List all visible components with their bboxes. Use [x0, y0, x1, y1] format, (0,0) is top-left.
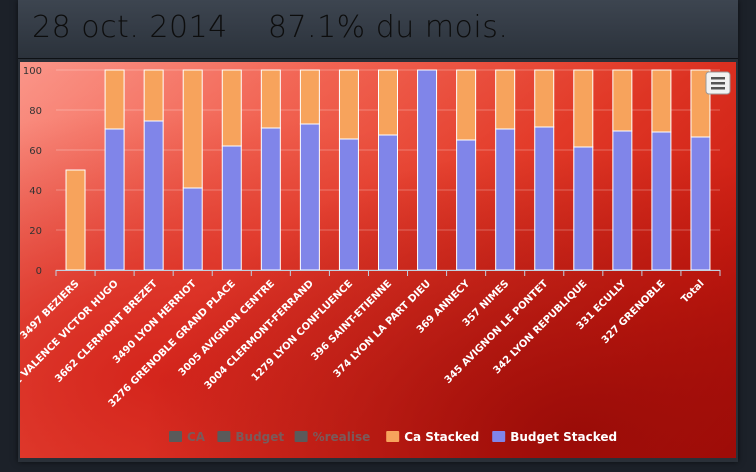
chart-context-menu-button[interactable] [705, 71, 731, 95]
legend-item[interactable]: Budget [217, 430, 284, 444]
legend-label: %realise [313, 430, 371, 444]
bar-segment[interactable] [456, 139, 477, 271]
y-tick-label: 100 [23, 66, 42, 77]
chart-panel: 0 20 40 60 80 100 3497 BEZIERS 3491 VALENCE VI… [20, 62, 736, 458]
hamburger-icon [711, 77, 725, 90]
legend-swatch [294, 431, 308, 442]
legend-swatch [217, 431, 231, 442]
bar-segment[interactable] [182, 187, 203, 271]
bar-segment[interactable] [651, 69, 672, 133]
bar-segment[interactable] [573, 69, 594, 148]
bar-segment[interactable] [612, 130, 633, 271]
x-category-label: Total [679, 278, 706, 305]
legend-item[interactable]: CA [169, 430, 206, 444]
header-bar: 28 oct. 2014 87.1% du mois. [18, 0, 738, 59]
bar-segment[interactable] [495, 128, 516, 271]
bar-segment[interactable] [221, 145, 242, 271]
bar-segment[interactable] [260, 69, 281, 129]
bar-segment[interactable] [690, 69, 711, 138]
legend-item[interactable]: Ca Stacked [386, 430, 479, 444]
legend-item[interactable]: %realise [294, 430, 371, 444]
bar-segment[interactable] [299, 123, 320, 271]
bar-segment[interactable] [690, 136, 711, 271]
y-tick-label: 40 [29, 186, 42, 197]
bar-segment[interactable] [534, 126, 555, 271]
y-tick-label: 80 [29, 106, 42, 117]
bar-segment[interactable] [338, 138, 359, 271]
legend-label: Budget [235, 430, 284, 444]
bar-segment[interactable] [143, 120, 164, 271]
bar-segment[interactable] [182, 69, 203, 189]
bar-segment[interactable] [260, 127, 281, 271]
bar-segment[interactable] [612, 69, 633, 132]
bar-segment[interactable] [65, 169, 86, 271]
bar-segment[interactable] [143, 69, 164, 122]
y-tick-label: 0 [36, 266, 42, 277]
bar-segment[interactable] [299, 69, 320, 125]
bar-segment[interactable] [338, 69, 359, 140]
bar-segment[interactable] [378, 69, 398, 136]
bar-segment[interactable] [104, 128, 125, 271]
legend-label: Budget Stacked [510, 430, 617, 444]
x-category-label: 396 SAINT-ETIENNE [310, 278, 395, 363]
bar-segment[interactable] [495, 69, 516, 130]
bar-segment[interactable] [378, 134, 398, 271]
legend-label: CA [187, 430, 206, 444]
y-tick-label: 60 [29, 146, 42, 157]
legend-item[interactable]: Budget Stacked [492, 430, 617, 444]
bar-segment[interactable] [104, 69, 125, 130]
bar-segment[interactable] [456, 69, 477, 141]
bar-segment[interactable] [573, 146, 594, 271]
bar-segment[interactable] [221, 69, 242, 147]
bar-segment[interactable] [417, 69, 438, 271]
legend-label: Ca Stacked [404, 430, 479, 444]
page-title: 28 oct. 2014 87.1% du mois. [32, 10, 509, 45]
legend-swatch [386, 431, 400, 442]
y-tick-label: 20 [29, 226, 42, 237]
bar-segment[interactable] [534, 69, 555, 128]
legend-swatch [169, 431, 182, 442]
bar-segment[interactable] [651, 131, 672, 271]
legend-swatch [492, 431, 506, 442]
